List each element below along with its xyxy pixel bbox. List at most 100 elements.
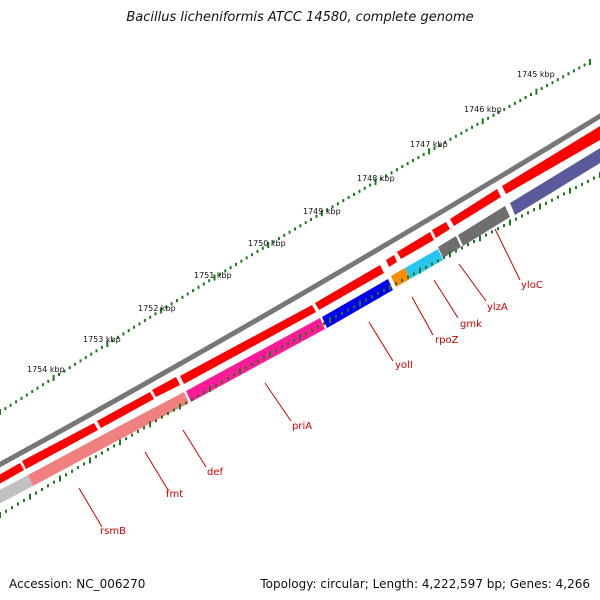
scale-tick — [465, 128, 468, 132]
scale-label-1753: 1753 kbp — [83, 335, 121, 344]
scale-tick — [331, 205, 334, 209]
scale-tick — [379, 177, 382, 181]
inner-tick — [179, 403, 181, 410]
inner-tick — [269, 351, 271, 358]
inner-tick — [401, 278, 403, 282]
inner-tick — [539, 203, 541, 210]
scale-tick — [111, 339, 114, 343]
scale-label-1752: 1752 kbp — [138, 304, 176, 313]
scale-tick — [412, 159, 414, 162]
gene-fmt — [28, 431, 115, 486]
gene-label-yolI: yolI — [395, 360, 413, 371]
inner-tick — [245, 366, 247, 370]
reverse-strand-genes — [0, 148, 600, 504]
gene-forward-7 — [386, 255, 397, 267]
inner-tick — [65, 473, 67, 477]
scale-tick — [406, 162, 409, 166]
inner-tick — [497, 227, 499, 231]
scale-tick — [535, 88, 538, 95]
scale-tick — [336, 202, 339, 206]
scale-tick — [127, 329, 130, 333]
scale-tick — [245, 256, 248, 260]
scale-tick — [487, 116, 490, 120]
scale-tick — [213, 274, 216, 281]
scale-tick — [395, 168, 398, 172]
inner-tick — [257, 359, 259, 363]
scale-tick — [208, 279, 211, 283]
inner-tick — [473, 240, 475, 243]
inner-tick — [347, 308, 349, 312]
inner-tick — [137, 430, 139, 433]
inner-tick — [569, 187, 571, 194]
inner-tick — [95, 455, 97, 459]
scale-tick — [41, 383, 44, 387]
inner-tick — [329, 317, 331, 324]
scale-tick — [283, 233, 286, 237]
inner-tick — [563, 192, 565, 196]
inner-tick — [143, 426, 145, 430]
gene-label-priA: priA — [292, 421, 312, 432]
inner-tick — [0, 512, 1, 518]
scale-tick — [31, 390, 34, 393]
scale-tick — [235, 262, 237, 266]
scale-tick — [277, 237, 280, 241]
leader-rpoZ — [411, 296, 434, 336]
gene-label-def: def — [207, 467, 224, 478]
scale-label-1749: 1749 kbp — [303, 207, 341, 216]
inner-tick — [365, 298, 367, 302]
inner-tick — [437, 259, 439, 263]
scale-tick — [454, 134, 457, 138]
inner-tick — [533, 208, 535, 212]
inner-tick — [509, 219, 511, 226]
inner-tick — [17, 502, 19, 506]
scale-tick — [369, 183, 372, 187]
gene-forward-5 — [180, 305, 316, 384]
scale-tick — [519, 99, 522, 102]
inner-tick — [419, 267, 421, 274]
gene-forward-2 — [22, 423, 98, 469]
scale-label-1750: 1750 kbp — [248, 239, 286, 248]
inner-tick — [155, 419, 157, 423]
gene-forward-9 — [432, 222, 450, 238]
scale-tick — [503, 107, 506, 111]
scale-tick — [288, 230, 291, 234]
scale-tick — [476, 122, 479, 126]
scale-tick — [170, 302, 173, 306]
scale-tick — [562, 75, 565, 79]
forward-strand-genes — [0, 126, 600, 484]
inner-tick — [515, 217, 517, 221]
gene-label-yloC: yloC — [521, 280, 543, 291]
scale-tick — [304, 221, 307, 225]
inner-tick — [455, 249, 457, 253]
scale-tick — [74, 362, 77, 366]
scale-tick — [15, 400, 18, 404]
scale-tick — [68, 366, 71, 370]
scale-label-1751: 1751 kbp — [194, 271, 232, 280]
inner-tick — [449, 251, 451, 258]
scale-tick — [154, 312, 157, 316]
inner-tick — [461, 246, 463, 250]
inner-tick — [167, 412, 169, 416]
gene-label-fmt: fmt — [166, 489, 183, 500]
inner-tick — [263, 356, 265, 359]
gene-label-rpoZ: rpoZ — [435, 335, 459, 346]
scale-tick — [20, 396, 23, 400]
scale-tick — [149, 315, 152, 319]
gene-yloC — [510, 148, 600, 215]
scale-tick — [524, 96, 527, 99]
scale-tick — [385, 174, 388, 178]
inner-tick — [233, 373, 235, 377]
inner-tick — [89, 457, 91, 464]
gene-forward-11 — [502, 126, 600, 194]
scale-tick — [299, 224, 302, 228]
inner-ticks — [0, 172, 600, 518]
scale-tick — [202, 282, 205, 286]
scale-tick — [358, 189, 361, 193]
gene-forward-4 — [152, 377, 180, 397]
leader-yolI — [368, 321, 394, 362]
scale-tick — [240, 259, 243, 263]
inner-tick — [251, 363, 253, 366]
inner-tick — [23, 498, 25, 502]
scale-tick — [224, 269, 227, 273]
